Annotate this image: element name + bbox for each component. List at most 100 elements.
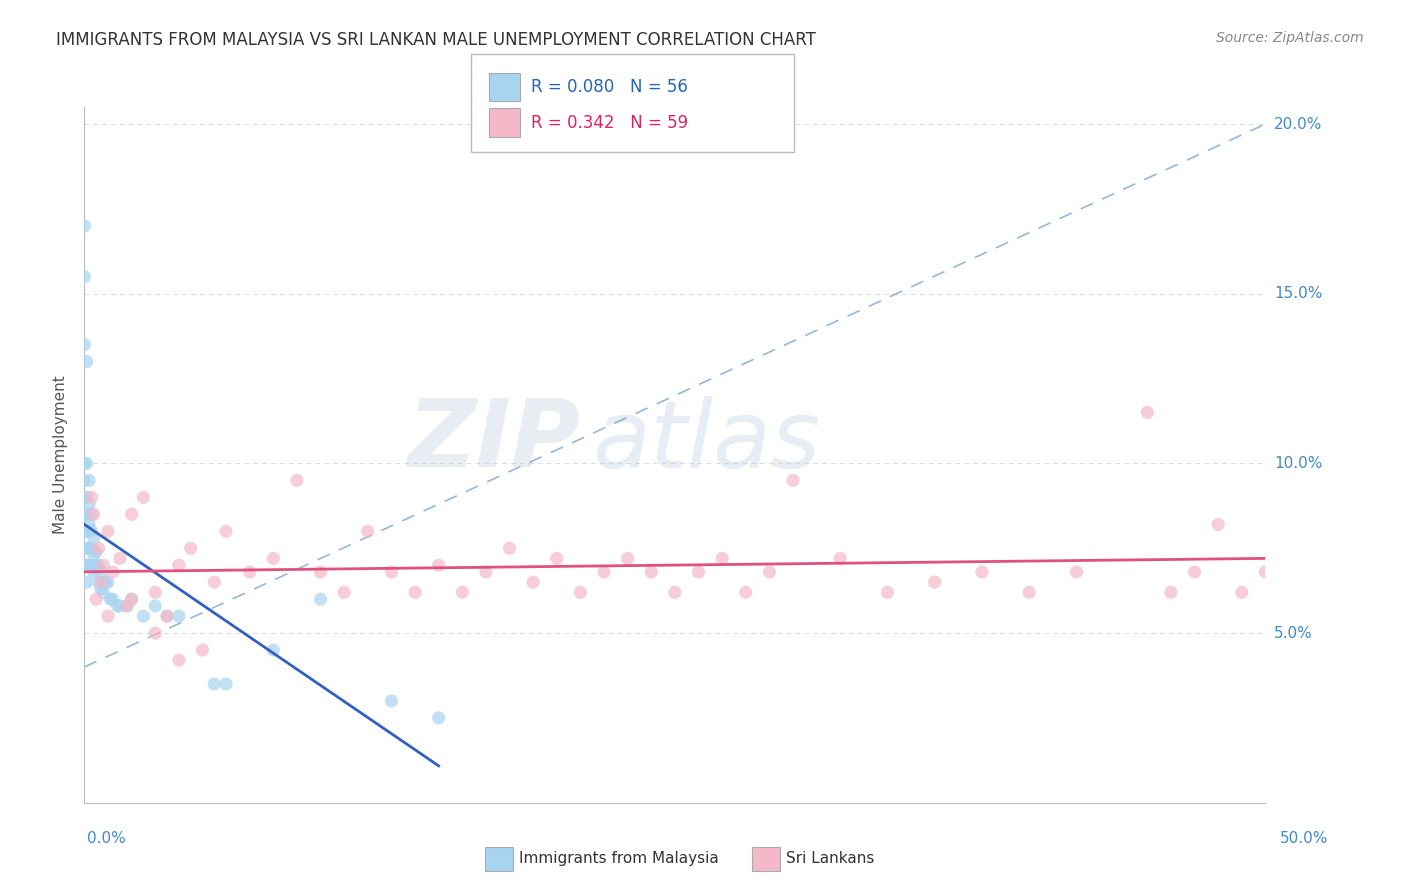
- Point: [87, 575, 110, 590]
- Point: [73, 474, 96, 488]
- Text: IMMIGRANTS FROM MALAYSIA VS SRI LANKAN MALE UNEMPLOYMENT CORRELATION CHART: IMMIGRANTS FROM MALAYSIA VS SRI LANKAN M…: [56, 31, 815, 49]
- Point: [546, 551, 568, 566]
- Point: [83, 508, 105, 522]
- Point: [451, 585, 474, 599]
- Point: [285, 474, 308, 488]
- Point: [202, 575, 225, 590]
- Point: [262, 551, 284, 566]
- Text: 20.0%: 20.0%: [1274, 117, 1322, 131]
- Point: [76, 541, 98, 556]
- Point: [593, 565, 616, 579]
- Point: [156, 609, 179, 624]
- Point: [569, 585, 592, 599]
- Point: [73, 337, 96, 351]
- Point: [73, 508, 96, 522]
- Text: Source: ZipAtlas.com: Source: ZipAtlas.com: [1216, 31, 1364, 45]
- Point: [143, 626, 166, 640]
- Point: [84, 558, 107, 573]
- Point: [80, 508, 103, 522]
- Point: [107, 599, 129, 613]
- Point: [101, 565, 124, 579]
- Point: [380, 565, 402, 579]
- Point: [664, 585, 686, 599]
- Point: [143, 599, 166, 613]
- Point: [76, 491, 98, 505]
- Text: 10.0%: 10.0%: [1274, 456, 1322, 471]
- Point: [202, 677, 225, 691]
- Point: [77, 541, 100, 556]
- Text: 50.0%: 50.0%: [1281, 831, 1329, 846]
- Point: [76, 558, 98, 573]
- Point: [215, 677, 238, 691]
- Point: [1206, 517, 1229, 532]
- Point: [309, 565, 332, 579]
- Point: [309, 592, 332, 607]
- Point: [357, 524, 380, 539]
- Text: 0.0%: 0.0%: [87, 831, 127, 846]
- Point: [76, 508, 98, 522]
- Point: [91, 558, 114, 573]
- Point: [90, 565, 112, 579]
- Point: [380, 694, 402, 708]
- Point: [77, 517, 100, 532]
- Point: [108, 551, 131, 566]
- Point: [132, 609, 155, 624]
- Point: [76, 354, 98, 368]
- Point: [167, 558, 190, 573]
- Point: [427, 558, 450, 573]
- Point: [76, 575, 98, 590]
- Point: [108, 599, 131, 613]
- Point: [1160, 585, 1182, 599]
- Text: 15.0%: 15.0%: [1274, 286, 1322, 301]
- Point: [97, 524, 120, 539]
- Y-axis label: Male Unemployment: Male Unemployment: [53, 376, 69, 534]
- Point: [77, 558, 100, 573]
- Point: [87, 558, 110, 573]
- Point: [90, 582, 112, 596]
- Point: [167, 609, 190, 624]
- Point: [121, 508, 143, 522]
- Point: [77, 497, 100, 511]
- Point: [121, 592, 143, 607]
- Point: [80, 491, 103, 505]
- Point: [1184, 565, 1206, 579]
- Point: [734, 585, 756, 599]
- Point: [180, 541, 202, 556]
- Point: [84, 544, 107, 558]
- Point: [1066, 565, 1088, 579]
- Point: [924, 575, 946, 590]
- Point: [640, 565, 662, 579]
- Point: [970, 565, 993, 579]
- Point: [711, 551, 734, 566]
- Point: [167, 653, 190, 667]
- Point: [215, 524, 238, 539]
- Point: [73, 457, 96, 471]
- Point: [73, 491, 96, 505]
- Text: Sri Lankans: Sri Lankans: [786, 851, 875, 865]
- Point: [73, 269, 96, 284]
- Point: [427, 711, 450, 725]
- Point: [1018, 585, 1040, 599]
- Point: [76, 457, 98, 471]
- Point: [73, 558, 96, 573]
- Point: [1136, 405, 1159, 419]
- Point: [404, 585, 426, 599]
- Point: [80, 541, 103, 556]
- Point: [191, 643, 214, 657]
- Point: [758, 565, 780, 579]
- Point: [688, 565, 710, 579]
- Point: [132, 491, 155, 505]
- Text: atlas: atlas: [592, 395, 821, 486]
- Point: [73, 524, 96, 539]
- Point: [333, 585, 356, 599]
- Point: [90, 575, 112, 590]
- Point: [876, 585, 898, 599]
- Text: R = 0.080   N = 56: R = 0.080 N = 56: [531, 78, 689, 96]
- Point: [94, 575, 117, 590]
- Text: ZIP: ZIP: [408, 395, 581, 487]
- Point: [87, 541, 110, 556]
- Point: [91, 575, 114, 590]
- Point: [830, 551, 852, 566]
- Point: [143, 585, 166, 599]
- Point: [156, 609, 179, 624]
